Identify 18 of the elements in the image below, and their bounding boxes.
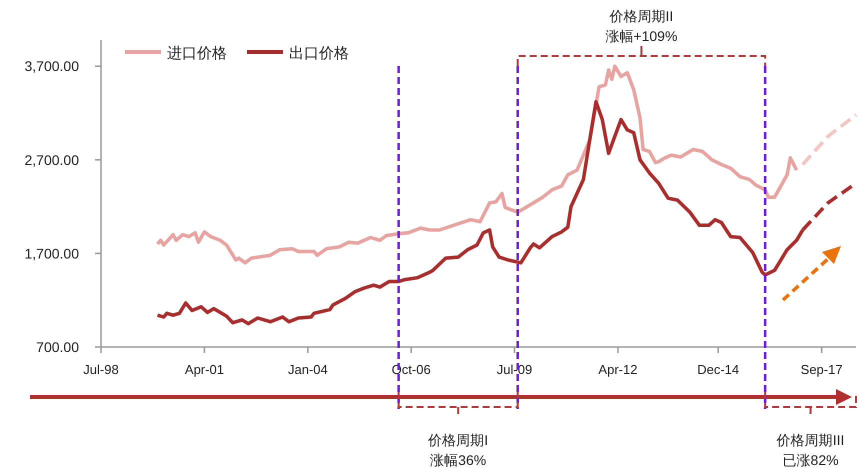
x-tick-label: Jan-04 — [288, 362, 328, 377]
y-tick-label: 700.00 — [36, 339, 80, 355]
legend-label: 进口价格 — [167, 45, 227, 62]
x-tick-label: Jul-09 — [496, 362, 532, 377]
y-tick-label: 2,700.00 — [24, 152, 80, 168]
text: 价格周期III 已涨82% — [776, 432, 844, 468]
line-series — [156, 64, 798, 265]
x-tick-label: Oct-06 — [392, 362, 431, 377]
y-tick-label: 1,700.00 — [24, 245, 80, 262]
x-tick-label: Dec-14 — [697, 362, 740, 377]
y-tick-label: 3,700.00 — [24, 58, 80, 74]
x-tick-label: Sep-17 — [800, 362, 843, 377]
x-tick-label: Apr-01 — [184, 362, 224, 377]
legend-label: 出口价格 — [289, 45, 349, 62]
x-tick-label: Jul-98 — [83, 362, 119, 377]
annotation: 价格周期II 涨幅+109% — [605, 8, 678, 44]
x-tick-label: Apr-12 — [598, 362, 638, 377]
text: 价格周期I 涨幅36% — [427, 432, 488, 468]
